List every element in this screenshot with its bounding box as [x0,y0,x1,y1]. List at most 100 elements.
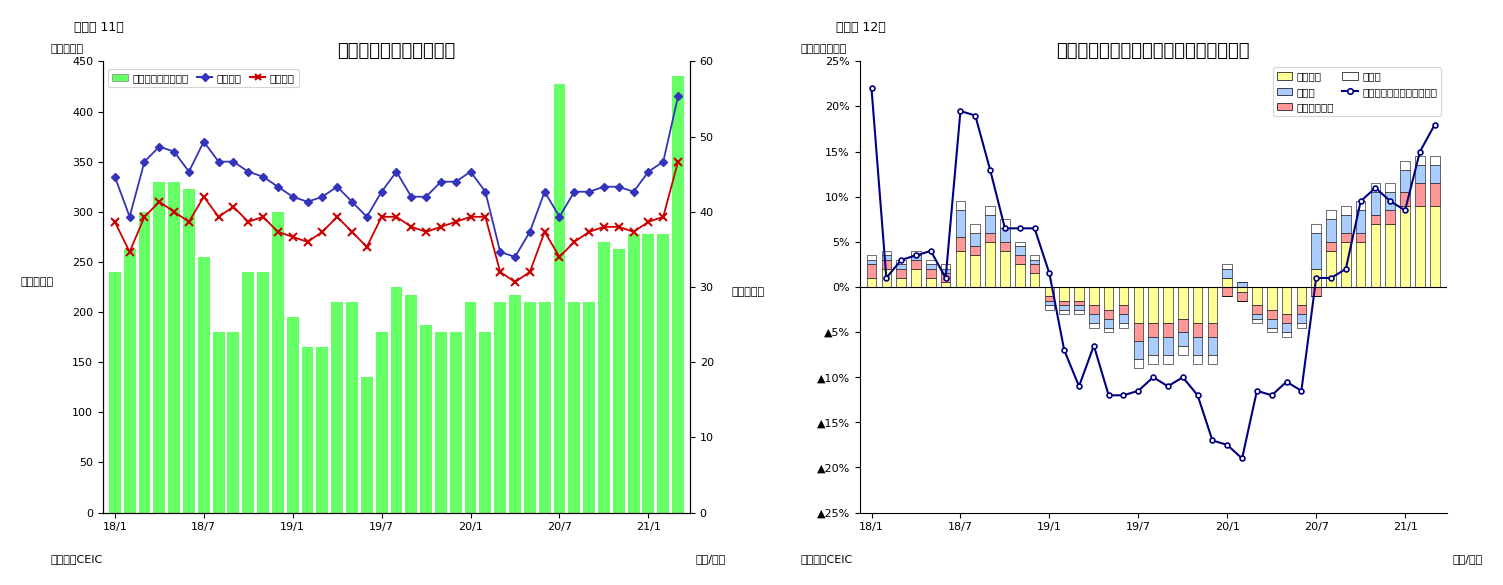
Bar [1237,291,1247,301]
Bar [242,272,254,512]
Bar [391,287,403,512]
Bar [1386,192,1395,210]
Bar [956,238,965,251]
Title: シンガポール　輸出の伸び率（品目別）: シンガポール 輸出の伸び率（品目別） [1057,42,1250,60]
Bar [1090,323,1099,328]
Bar [257,272,269,512]
Bar [882,269,891,287]
Bar [1356,242,1365,287]
Bar [1148,323,1157,336]
Bar [1371,192,1380,215]
Bar [628,235,639,512]
Bar [896,260,906,264]
Bar [956,201,965,210]
Bar [1178,287,1187,319]
Bar [598,242,610,512]
Bar [1148,355,1157,364]
Bar [1401,161,1410,170]
Bar [999,228,1010,242]
Bar [1252,314,1261,319]
Bar [1193,287,1202,323]
Bar [1356,201,1365,210]
Bar [1416,156,1425,165]
Bar [986,215,995,233]
Bar [1267,287,1276,309]
Bar [1429,183,1440,206]
Bar [1118,287,1129,305]
Bar [1015,242,1025,246]
Bar [1386,210,1395,224]
Bar [1103,309,1114,319]
Bar [494,302,507,512]
Bar [1148,287,1157,323]
Bar [941,273,950,283]
Bar [1118,314,1129,323]
Bar [1252,305,1261,314]
Bar [911,269,921,287]
Bar [1237,287,1247,291]
Bar [971,246,980,256]
Bar [1148,336,1157,355]
Bar [1326,242,1336,251]
Bar [1252,287,1261,305]
Bar [183,189,195,512]
Bar [941,269,950,273]
Bar [1030,264,1040,273]
Bar [1090,314,1099,323]
Bar [999,242,1010,251]
Bar [1267,328,1276,332]
Text: （億ドル）: （億ドル） [50,44,83,54]
Bar [999,251,1010,287]
Bar [1312,287,1321,296]
Bar [1222,278,1232,287]
Bar [376,332,388,512]
Bar [956,251,965,287]
Bar [361,377,373,512]
Bar [926,269,936,278]
Bar [464,302,476,512]
Bar [896,269,906,278]
Bar [1103,328,1114,332]
Bar [168,182,180,512]
Bar [1341,215,1351,233]
Bar [1133,287,1144,323]
Bar [1312,224,1321,233]
Bar [896,278,906,287]
Bar [1118,323,1129,328]
Bar [867,256,876,260]
Bar [1045,301,1054,305]
Bar [1060,301,1069,305]
Bar [272,212,284,512]
Bar [1060,287,1069,301]
Bar [1193,323,1202,336]
Bar [525,302,535,512]
Bar [1297,323,1306,328]
Bar [1178,346,1187,355]
Bar [1371,215,1380,224]
Bar [1178,319,1187,332]
Bar [1401,206,1410,287]
Text: （資料）CEIC: （資料）CEIC [801,554,854,565]
Bar [1429,165,1440,183]
Bar [1133,341,1144,359]
Bar [1222,287,1232,296]
Bar [1312,233,1321,269]
Bar [583,302,595,512]
Bar [510,294,522,512]
Bar [1030,256,1040,260]
Y-axis label: （億ドル）: （億ドル） [732,287,765,297]
Bar [956,210,965,238]
Bar [1207,287,1217,323]
Bar [971,256,980,287]
Bar [1090,305,1099,314]
Text: （年/月）: （年/月） [696,554,726,565]
Bar [1075,309,1084,314]
Bar [1326,219,1336,242]
Bar [1282,323,1291,332]
Bar [1401,192,1410,206]
Bar [346,302,358,512]
Bar [479,332,491,512]
Bar [1312,269,1321,287]
Bar [896,264,906,269]
Bar [538,302,550,512]
